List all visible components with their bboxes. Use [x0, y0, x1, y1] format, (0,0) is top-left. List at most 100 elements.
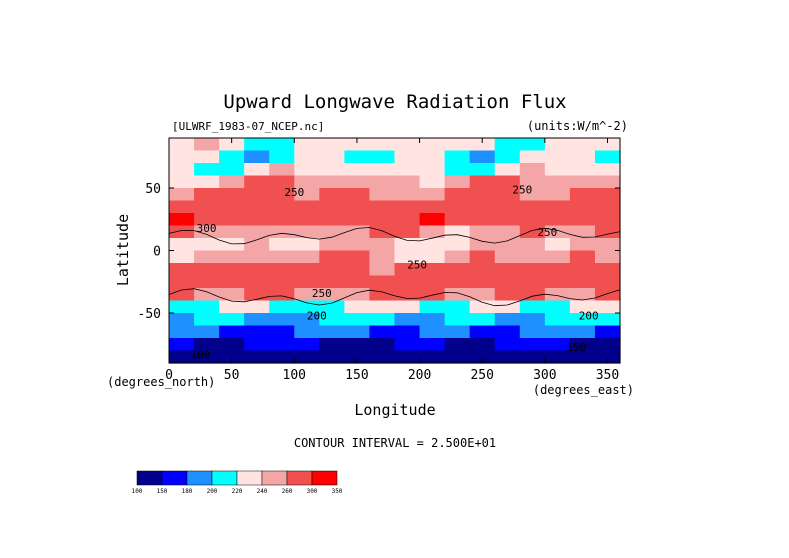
heatmap-cell	[544, 350, 571, 364]
heatmap-cell	[294, 275, 320, 289]
heatmap-cell	[519, 175, 546, 189]
heatmap-cell	[444, 350, 471, 364]
heatmap-cell	[169, 138, 195, 152]
heatmap-cell	[319, 350, 345, 364]
heatmap-cell	[194, 338, 220, 352]
heatmap-cell	[269, 188, 295, 202]
heatmap-cell	[269, 213, 295, 227]
y-axis: -50 0 50	[138, 182, 620, 322]
heatmap-cell	[394, 263, 421, 277]
heatmap-cell	[569, 238, 596, 252]
heatmap-cell	[369, 250, 396, 264]
heatmap-cell	[294, 188, 320, 202]
heatmap-cell	[519, 200, 546, 214]
heatmap-cell	[269, 313, 295, 327]
heatmap-cell	[244, 238, 270, 252]
heatmap-cell	[219, 188, 245, 202]
heatmap-cell	[219, 288, 245, 302]
x-tick-label: 300	[533, 368, 556, 383]
heatmap-cell	[319, 288, 345, 302]
heatmap-cell	[519, 163, 546, 177]
heatmap-cell	[519, 225, 546, 239]
heatmap-cell	[569, 200, 596, 214]
x-axis-label: Longitude	[354, 401, 435, 419]
heatmap-cell	[419, 238, 446, 252]
heatmap-cell	[294, 150, 320, 164]
heatmap-cell	[419, 275, 446, 289]
heatmap-cell	[569, 163, 596, 177]
dataset-label: [ULWRF_1983-07_NCEP.nc]	[172, 120, 324, 133]
heatmap-cell	[269, 263, 295, 277]
heatmap-cell	[494, 250, 521, 264]
heatmap-cell	[444, 200, 471, 214]
heatmap-cell	[419, 263, 446, 277]
heatmap-cell	[244, 138, 270, 152]
heatmap-cell	[519, 188, 546, 202]
heatmap-cell	[219, 250, 245, 264]
contour-label: 200	[579, 310, 599, 323]
heatmap-cell	[444, 163, 471, 177]
heatmap-cell	[369, 163, 396, 177]
heatmap-cell	[369, 138, 396, 152]
heatmap-cell	[594, 150, 621, 164]
heatmap-cell	[519, 300, 546, 314]
heatmap-cell	[469, 263, 496, 277]
heatmap-cell	[569, 350, 596, 364]
heatmap-cell	[169, 325, 195, 339]
contour-label: 250	[312, 287, 332, 300]
heatmap-cell	[544, 200, 571, 214]
heatmap-cell	[494, 275, 521, 289]
heatmap-cell	[219, 138, 245, 152]
heatmap-cell	[244, 263, 270, 277]
heatmap-cell	[294, 225, 320, 239]
units-label: (units:W/m^-2)	[527, 119, 628, 133]
colorbar-level-label: 100	[132, 488, 143, 495]
heatmap-cell	[294, 175, 320, 189]
heatmap-cell	[369, 175, 396, 189]
heatmap-cell	[269, 350, 295, 364]
heatmap-cell	[294, 138, 320, 152]
colorbar-swatch	[311, 470, 338, 486]
colorbar-level-label: 180	[182, 488, 193, 495]
heatmap-cell	[544, 338, 571, 352]
heatmap-cell	[269, 175, 295, 189]
heatmap-cell	[394, 238, 421, 252]
heatmap-cell	[419, 250, 446, 264]
contour-label: 100	[190, 348, 210, 361]
colorbar-level-label: 220	[232, 488, 243, 495]
contour-label: 200	[307, 310, 327, 323]
heatmap-cell	[269, 150, 295, 164]
heatmap-cell	[194, 263, 220, 277]
heatmap-cell	[394, 325, 421, 339]
heatmap-cell	[519, 138, 546, 152]
heatmap-cell	[544, 150, 571, 164]
heatmap-cell	[244, 150, 270, 164]
heatmap-cell	[544, 313, 571, 327]
heatmap-cell	[294, 200, 320, 214]
heatmap-cell	[569, 288, 596, 302]
heatmap-cell	[394, 213, 421, 227]
heatmap-cell	[594, 138, 621, 152]
heatmap-cell	[244, 225, 270, 239]
heatmap-cell	[419, 313, 446, 327]
heatmap-cell	[569, 138, 596, 152]
heatmap-cell	[194, 300, 220, 314]
heatmap-cell	[394, 138, 421, 152]
heatmap-cell	[319, 225, 345, 239]
colorbar-swatch	[211, 470, 238, 486]
heatmap-cell	[344, 225, 371, 239]
heatmap-cell	[169, 200, 195, 214]
heatmap-cell	[244, 300, 270, 314]
heatmap-bands	[169, 138, 621, 364]
heatmap-cell	[469, 163, 496, 177]
heatmap-cell	[569, 225, 596, 239]
heatmap-cell	[244, 175, 270, 189]
heatmap-cell	[544, 238, 571, 252]
x-tick-label: 350	[596, 368, 619, 383]
heatmap-cell	[344, 213, 371, 227]
heatmap-cell	[319, 188, 345, 202]
heatmap-cell	[519, 263, 546, 277]
heatmap-cell	[544, 250, 571, 264]
heatmap-cell	[569, 338, 596, 352]
heatmap-cell	[319, 238, 345, 252]
